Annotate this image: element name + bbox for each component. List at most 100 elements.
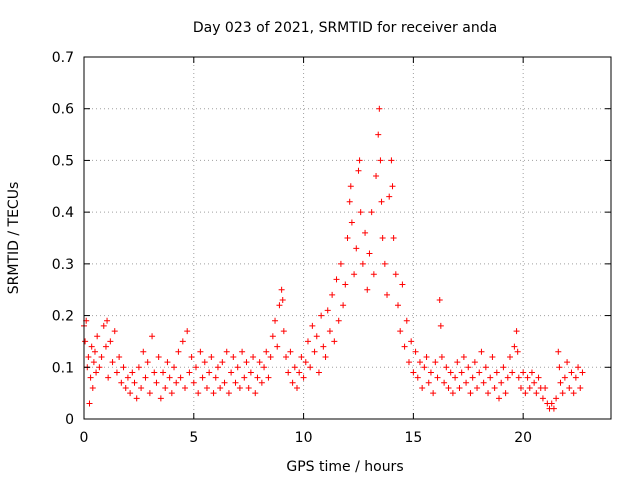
data-point <box>195 390 202 397</box>
data-point <box>489 353 496 360</box>
data-point <box>135 364 142 371</box>
data-point <box>184 328 191 335</box>
data-point <box>403 317 410 324</box>
data-point <box>179 338 186 345</box>
data-point <box>539 395 546 402</box>
data-point <box>285 369 292 376</box>
data-point <box>221 379 228 386</box>
data-point <box>236 384 243 391</box>
data-point <box>243 359 250 366</box>
data-point <box>379 235 386 241</box>
data-point <box>304 338 311 345</box>
data-point <box>138 384 145 391</box>
data-point <box>280 328 287 335</box>
data-point <box>320 343 327 350</box>
data-point <box>155 353 162 360</box>
data-point <box>82 338 89 345</box>
axis-ticks <box>83 56 611 420</box>
data-point <box>219 359 226 366</box>
data-point <box>93 369 100 376</box>
y-axis-label: SRMTID / TECUs <box>6 182 22 295</box>
data-point <box>335 317 342 324</box>
data-point <box>124 374 131 381</box>
data-point <box>445 384 452 391</box>
data-point <box>199 374 206 381</box>
data-point <box>528 369 535 376</box>
data-point <box>107 338 114 345</box>
data-point <box>157 395 164 402</box>
data-point <box>162 384 169 391</box>
data-point <box>87 374 94 381</box>
data-point <box>173 379 180 386</box>
data-point <box>357 209 364 216</box>
data-point <box>175 348 182 355</box>
data-point <box>171 364 178 371</box>
data-point <box>498 379 505 386</box>
data-point <box>252 390 259 397</box>
data-point <box>214 364 221 371</box>
data-point <box>388 157 395 164</box>
data-point <box>467 390 474 397</box>
data-point <box>506 353 513 360</box>
data-point <box>513 328 520 335</box>
data-point <box>151 369 158 376</box>
data-point <box>329 291 336 298</box>
data-point <box>500 364 507 371</box>
data-point <box>375 131 382 138</box>
data-point <box>463 379 470 386</box>
data-point <box>577 384 584 391</box>
data-point <box>89 384 96 391</box>
data-point <box>438 353 445 360</box>
data-point <box>401 343 408 350</box>
data-point <box>437 322 444 329</box>
data-point <box>289 379 296 386</box>
y-tick-label: 0 <box>65 412 74 428</box>
chart-title: Day 023 of 2021, SRMTID for receiver and… <box>193 20 497 36</box>
data-point <box>421 364 428 371</box>
data-point <box>397 328 404 335</box>
data-point <box>570 390 577 397</box>
data-point <box>449 390 456 397</box>
data-point <box>168 390 175 397</box>
y-tick-label: 0.1 <box>52 360 74 376</box>
data-point <box>408 338 415 345</box>
data-point <box>353 245 360 252</box>
data-point <box>346 198 353 205</box>
data-point <box>405 359 412 366</box>
data-point <box>509 369 516 376</box>
data-point <box>390 235 397 241</box>
data-point <box>302 359 309 366</box>
data-point <box>351 271 358 278</box>
data-point <box>579 369 586 376</box>
data-point <box>511 343 518 350</box>
data-point <box>373 172 380 179</box>
data-point <box>94 333 101 340</box>
data-point <box>122 384 129 391</box>
data-point <box>356 157 363 164</box>
data-point <box>313 333 320 340</box>
data-point <box>105 374 112 381</box>
data-point <box>425 379 432 386</box>
data-point <box>91 348 98 355</box>
data-point <box>116 353 123 360</box>
y-tick-label: 0.6 <box>52 102 74 118</box>
data-point <box>247 369 254 376</box>
data-point <box>412 348 419 355</box>
data-point <box>469 374 476 381</box>
data-point <box>348 219 355 226</box>
data-point <box>564 359 571 366</box>
data-point <box>293 384 300 391</box>
data-point <box>522 390 529 397</box>
data-point <box>493 369 500 376</box>
data-point <box>502 390 509 397</box>
data-point <box>153 379 160 386</box>
data-point <box>234 364 241 371</box>
data-point <box>296 369 303 376</box>
data-point <box>553 395 560 402</box>
data-point <box>326 328 333 335</box>
data-point <box>212 374 219 381</box>
data-point <box>482 364 489 371</box>
data-point <box>276 302 283 309</box>
data-point <box>311 348 318 355</box>
data-point <box>142 374 149 381</box>
